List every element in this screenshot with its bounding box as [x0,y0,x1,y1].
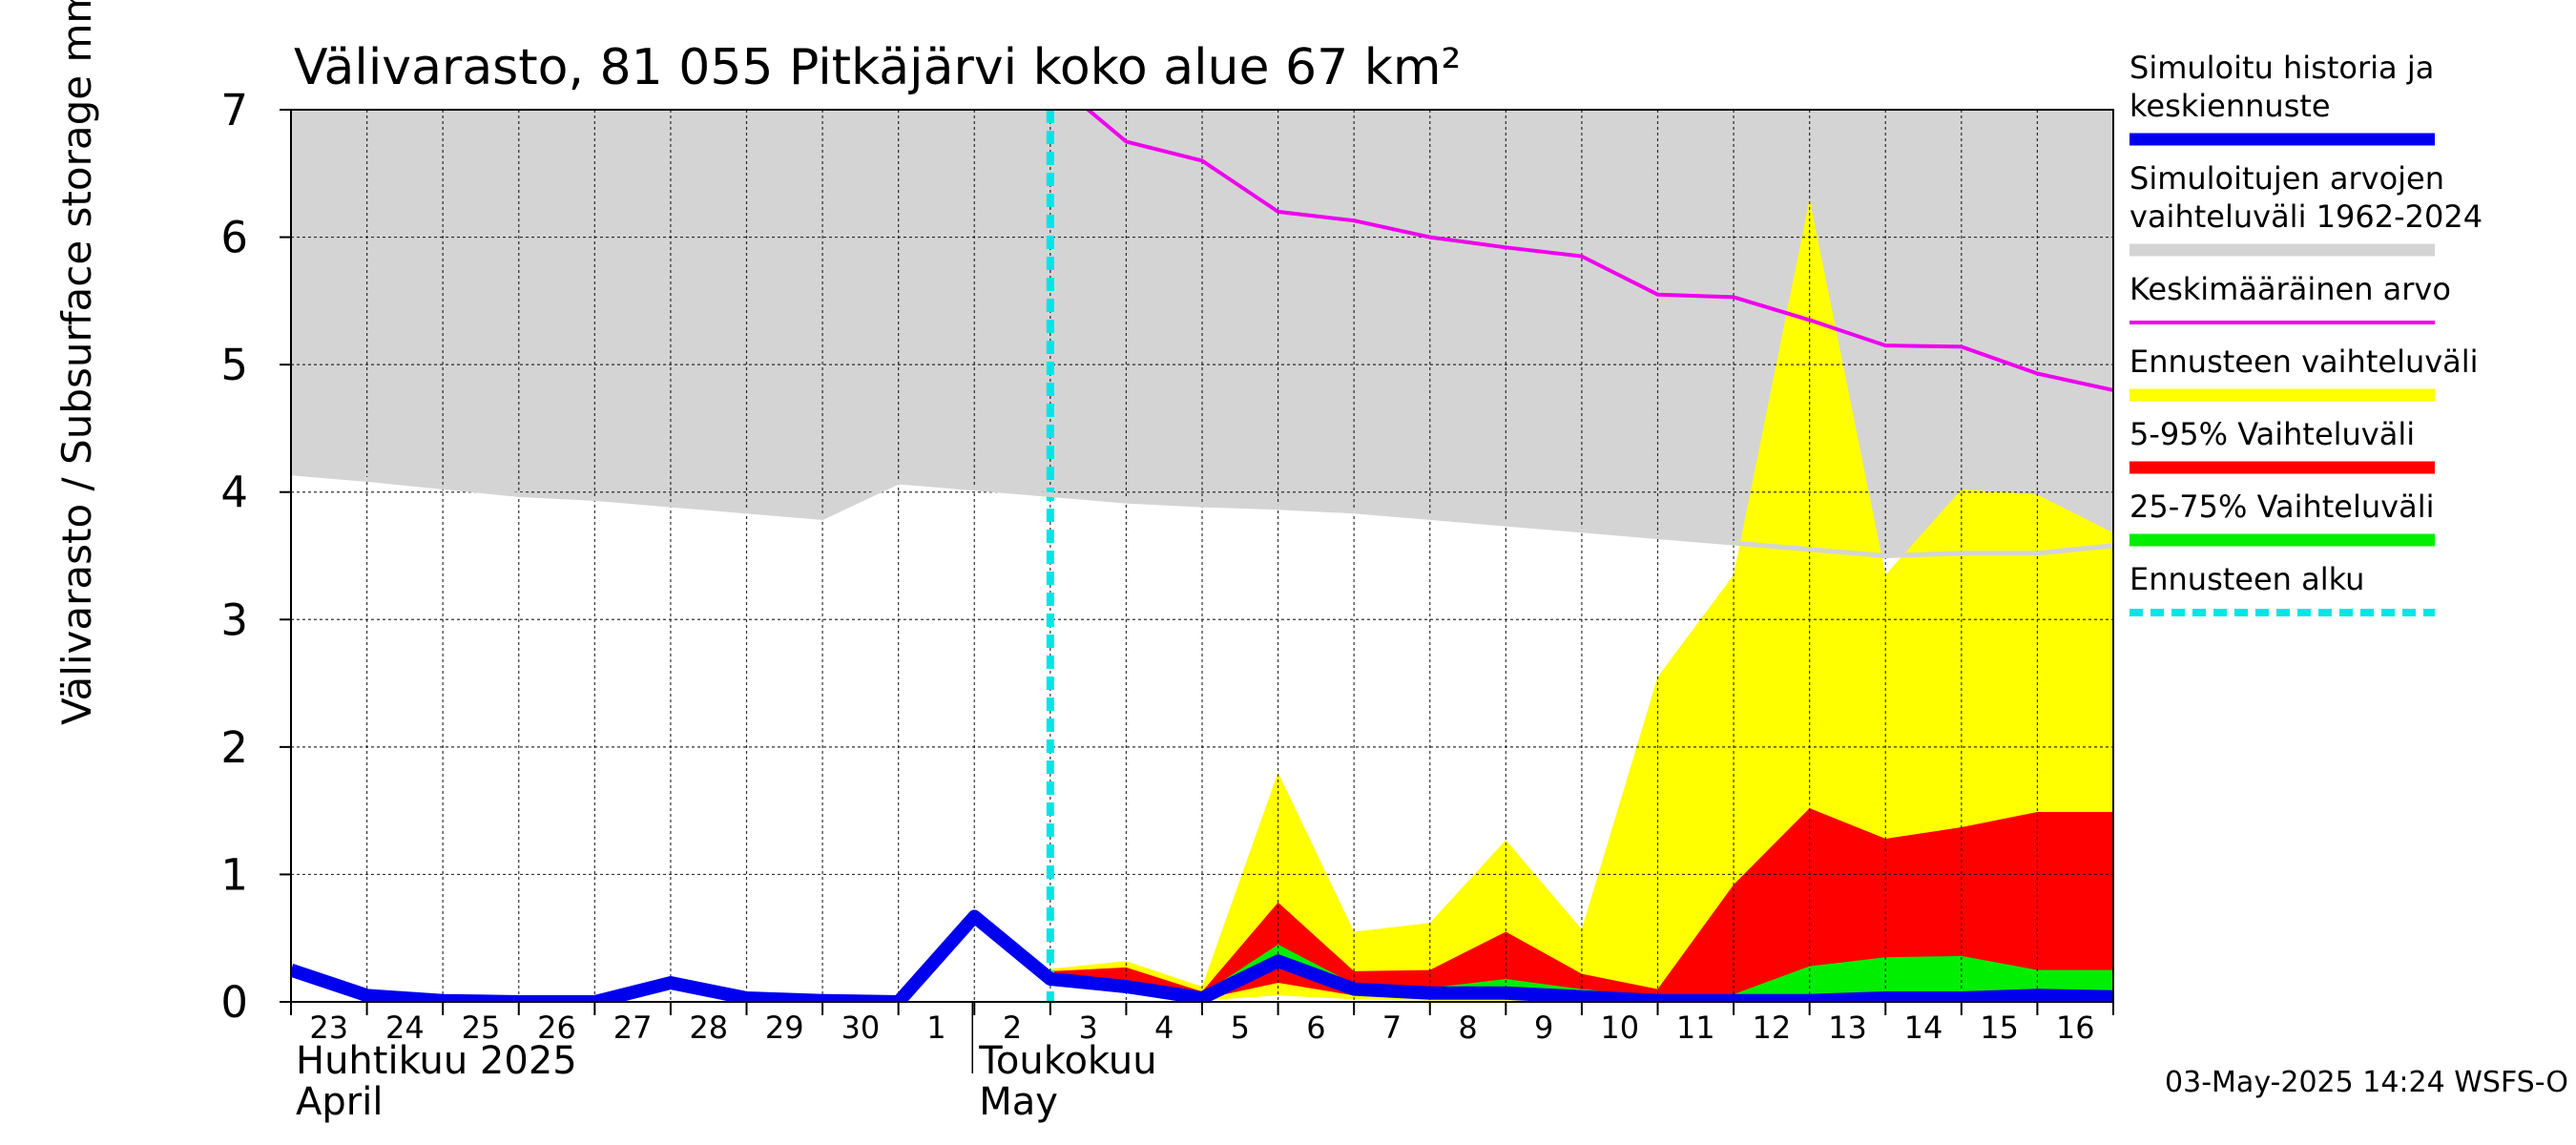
x-month-label: Toukokuu [978,1039,1156,1083]
x-month-label-en: April [296,1080,383,1124]
series-line-simulated [291,909,2113,1002]
chart-title: Välivarasto, 81 055 Pitkäjärvi koko alue… [294,39,1461,96]
y-axis-label: Välivarasto / Subsurface storage mm [53,0,100,725]
x-day-label: 29 [765,1010,804,1046]
x-day-label: 3 [1078,1010,1097,1046]
series-lines [291,110,2113,1002]
legend-label: Ennusteen vaihteluväli [2129,344,2479,380]
y-tick-label: 2 [220,722,248,773]
legend-label: Simuloitujen arvojen [2129,160,2444,197]
y-tick-label: 0 [220,977,248,1028]
y-tick-label: 4 [220,468,248,518]
x-day-label: 13 [1828,1010,1867,1046]
legend-label: 5-95% Vaihteluväli [2129,416,2415,452]
x-day-label: 26 [537,1010,576,1046]
band-area-3 [1049,808,2113,1002]
x-day-label: 7 [1382,1010,1402,1046]
band-area-4 [1049,944,2113,1000]
y-tick-label: 3 [220,594,248,645]
x-day-label: 10 [1600,1010,1639,1046]
x-day-label: 23 [309,1010,348,1046]
x-day-label: 2 [1003,1010,1022,1046]
y-axis: 0 1 2 3 4 5 6 7 [220,85,291,1028]
y-tick-label: 1 [220,849,248,900]
x-day-label: 9 [1534,1010,1553,1046]
y-tick-label: 5 [220,340,248,390]
legend-label: Ennusteen alku [2129,561,2364,597]
x-day-label: 8 [1458,1010,1477,1046]
x-axis: 23 24 25 26 27 28 29 30 1 2 3 4 5 6 7 8 9 10 11 12 13 14 15 16H… [290,1002,2114,1124]
x-day-label: 12 [1753,1010,1792,1046]
y-tick-label: 6 [220,213,248,263]
legend-label: 25-75% Vaihteluväli [2129,489,2434,525]
x-day-label: 25 [462,1010,501,1046]
x-day-label: 5 [1231,1010,1250,1046]
grid-lines [291,110,2113,1002]
y-tick-label: 7 [220,85,248,135]
legend-label: Keskimääräinen arvo [2129,271,2451,307]
series-line-mean [1085,110,2113,392]
legend-label: Simuloitu historia ja [2129,50,2434,86]
x-day-label: 11 [1676,1010,1715,1046]
x-day-label: 30 [841,1010,881,1046]
x-day-label: 15 [1980,1010,2019,1046]
legend-label: keskiennuste [2129,88,2331,124]
x-day-label: 14 [1904,1010,1943,1046]
x-day-label: 4 [1154,1010,1174,1046]
x-day-label: 27 [613,1010,653,1046]
footer-timestamp: 03-May-2025 14:24 WSFS-O [2165,1066,2568,1099]
x-day-label: 16 [2056,1010,2095,1046]
x-month-label: Huhtikuu 2025 [296,1039,577,1083]
x-month-label-en: May [979,1080,1058,1124]
x-day-label: 28 [689,1010,728,1046]
x-day-label: 6 [1306,1010,1325,1046]
x-day-label: 24 [385,1010,425,1046]
band-area-2 [1049,198,2113,1002]
range-lower-edge [291,470,2113,559]
x-day-label: 1 [926,1010,945,1046]
legend-label: vaihteluväli 1962-2024 [2129,198,2483,235]
